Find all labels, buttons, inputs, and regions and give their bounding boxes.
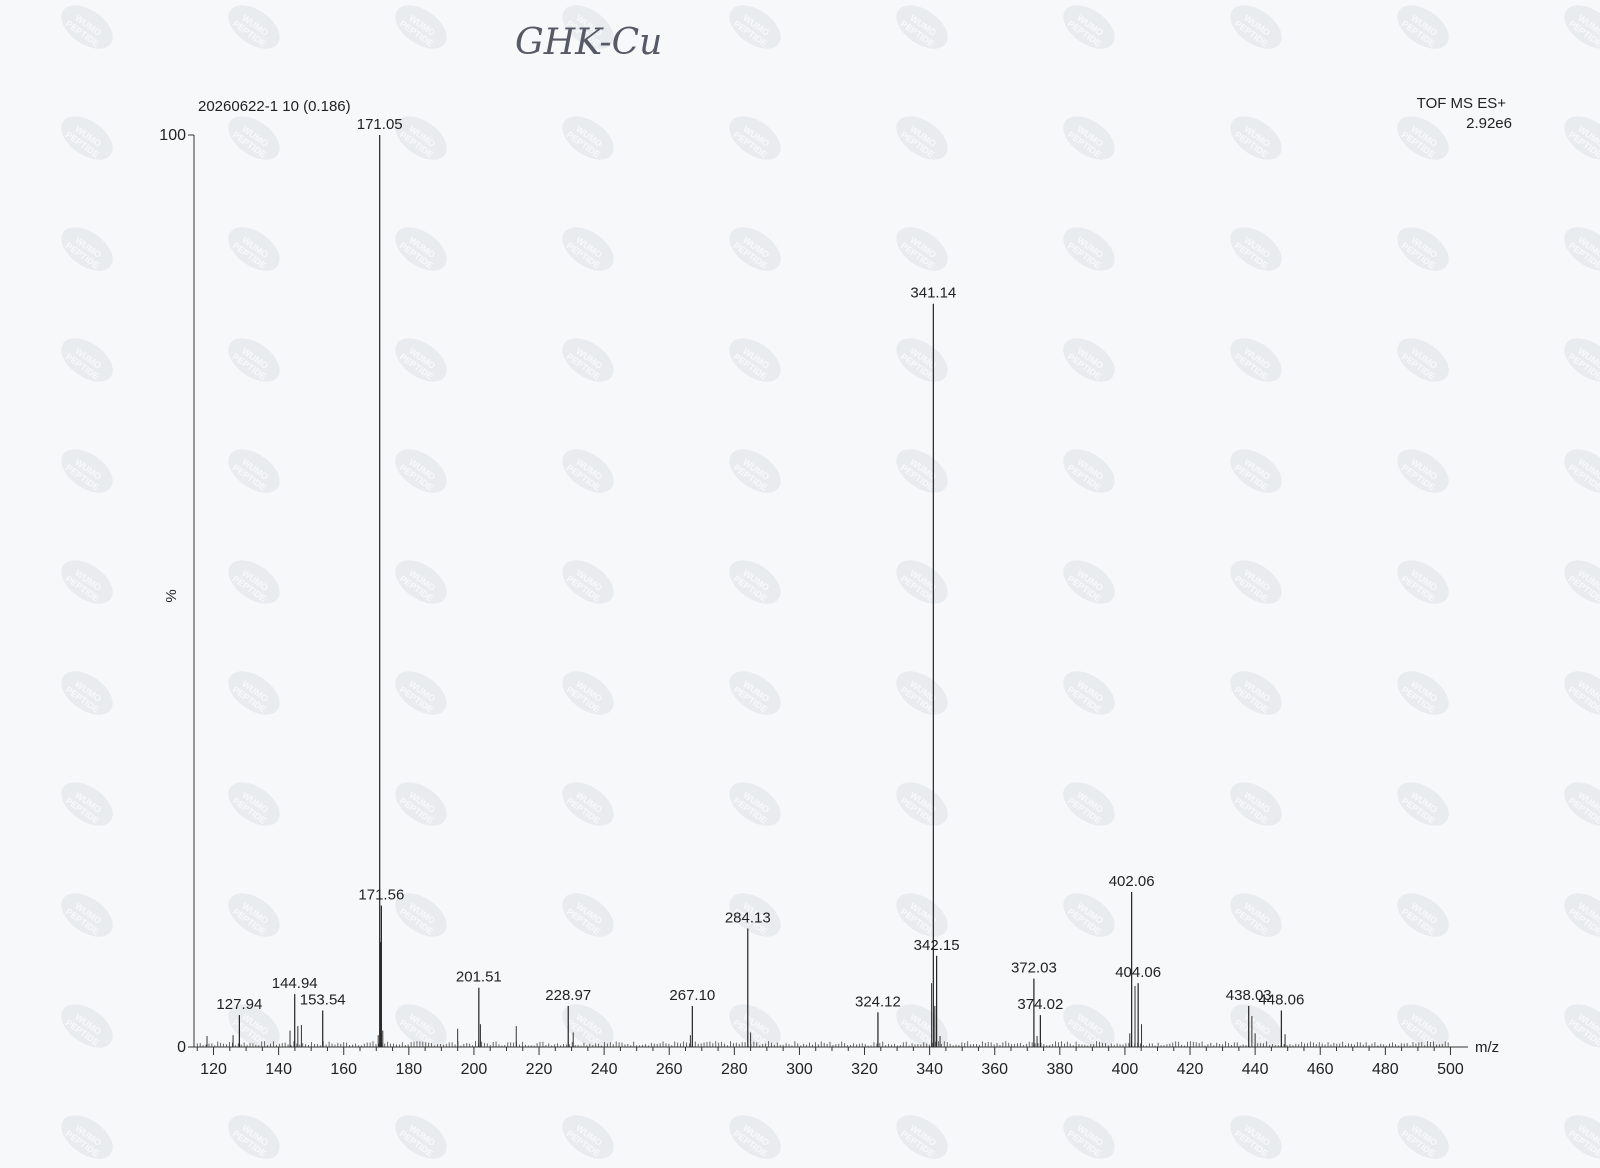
peak-label: 448.06 [1258,992,1304,1009]
x-tick-label: 120 [200,1061,227,1078]
peak-label: 324.12 [855,993,901,1010]
x-tick-label: 460 [1307,1061,1334,1078]
peak-label: 402.06 [1109,873,1155,890]
x-tick-label: 380 [1046,1061,1073,1078]
peak-label: 153.54 [300,992,346,1009]
baseline-noise [196,1041,1449,1047]
axis-ticks: 120 140 160 180 200 220 240 260 280 300 320 340 360 3… [159,127,1464,1078]
x-tick-label: 480 [1372,1061,1399,1078]
y-axis-label: % [163,589,180,602]
sample-label: 20260622-1 10 (0.186) [198,98,351,115]
mass-spectrum-chart: 20260622-1 10 (0.186) TOF MS ES+ 2.92e6 … [159,95,1512,1078]
peak-label: 341.14 [910,285,956,302]
x-tick-label: 140 [265,1061,292,1078]
peak-label: 342.15 [914,937,960,954]
x-tick-label: 500 [1437,1061,1464,1078]
x-tick-label: 440 [1242,1061,1269,1078]
peak-label: 267.10 [669,987,715,1004]
x-axis-label: m/z [1475,1039,1499,1056]
peak-label: 438.03 [1226,987,1272,1004]
y-tick-label: 100 [159,127,186,144]
handwritten-note: GHK-Cu [515,22,663,63]
x-tick-label: 360 [981,1061,1008,1078]
peak-label: 228.97 [545,987,591,1004]
x-tick-label: 260 [656,1061,683,1078]
x-tick-label: 180 [395,1061,422,1078]
peak-label: 171.56 [358,887,404,904]
x-tick-label: 300 [786,1061,813,1078]
x-tick-label: 200 [461,1061,488,1078]
instrument-label: TOF MS ES+ [1417,95,1507,112]
peak-label: 374.02 [1017,996,1063,1013]
x-tick-label: 160 [330,1061,357,1078]
peak-label: 372.03 [1011,960,1057,977]
minor-peaks [206,942,1286,1047]
peak-label: 404.06 [1115,964,1161,981]
x-tick-label: 220 [526,1061,553,1078]
x-tick-label: 240 [591,1061,618,1078]
spectrum-page: WUMO PEPTIDE WUMO PEPTIDE WUMO PEPTIDE WUMO… [53,0,1600,1168]
peak-label: 144.94 [272,975,318,992]
x-tick-label: 320 [851,1061,878,1078]
peak-label: 201.51 [456,969,502,986]
peak-label: 171.05 [357,116,403,133]
peak-label: 284.13 [725,909,771,926]
x-tick-label: 280 [721,1061,748,1078]
y-tick-label: 0 [177,1039,186,1056]
peak-label: 127.94 [216,996,262,1013]
x-tick-label: 420 [1177,1061,1204,1078]
intensity-max-label: 2.92e6 [1466,115,1512,132]
x-tick-label: 340 [916,1061,943,1078]
x-tick-label: 400 [1112,1061,1139,1078]
